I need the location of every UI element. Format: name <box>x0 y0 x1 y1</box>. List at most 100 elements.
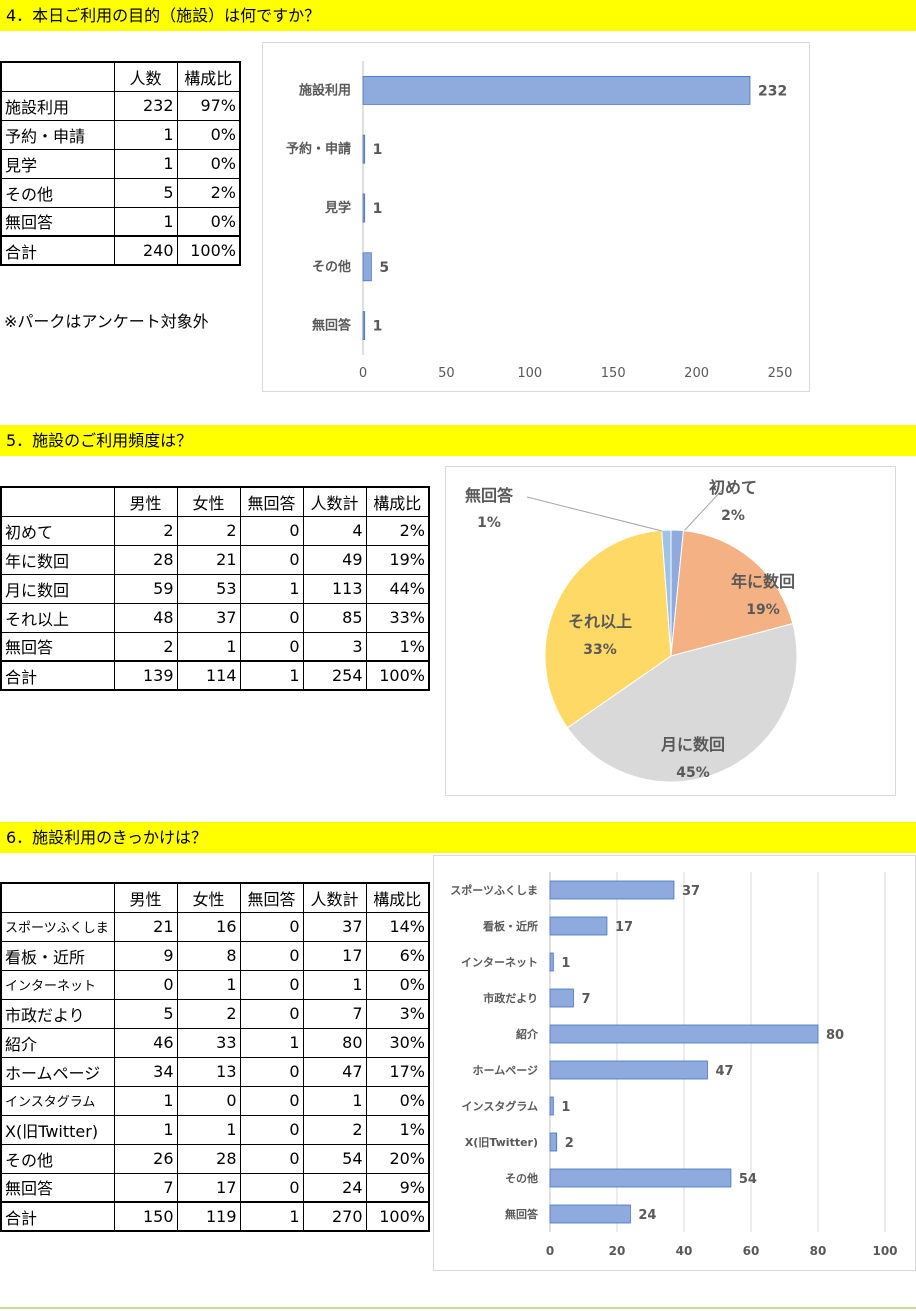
table-row: 月に数回 59 53 1 113 44% <box>0 573 430 604</box>
table-row: 見学 1 0% <box>0 148 241 179</box>
cell-value: 0 <box>113 969 178 1000</box>
cell-value: 20% <box>365 1143 430 1174</box>
cell-value: 1% <box>365 631 430 662</box>
cell-value: 0 <box>239 969 304 1000</box>
category-label: 市政だより <box>483 991 538 1005</box>
column-header: 男性 <box>113 882 178 913</box>
cell-value: 9% <box>365 1172 430 1203</box>
row-label: 合計 <box>0 660 115 691</box>
row-label: 看板・近所 <box>0 940 115 971</box>
cell-value: 97% <box>176 90 241 121</box>
column-header: 構成比 <box>176 61 241 92</box>
bar <box>549 1132 558 1152</box>
tick-label: 80 <box>810 1244 827 1258</box>
column-header: 女性 <box>176 882 241 913</box>
total-row: 合計 139 114 1 254 100% <box>0 660 430 691</box>
cell-value: 1 <box>113 148 178 179</box>
cell-value: 30% <box>365 1027 430 1058</box>
table-row: 看板・近所 9 8 0 17 6% <box>0 940 430 971</box>
pie-slice <box>661 529 672 657</box>
cell-value: 2 <box>176 998 241 1029</box>
cell-value: 2 <box>176 515 241 546</box>
pie-slice <box>670 530 794 657</box>
table-row: 初めて 2 2 0 4 2% <box>0 515 430 546</box>
cell-value: 2 <box>113 515 178 546</box>
cell-value: 1% <box>365 1114 430 1145</box>
cell-value: 1 <box>176 631 241 662</box>
cell-value: 21 <box>176 544 241 575</box>
row-label: X(旧Twitter) <box>0 1114 115 1145</box>
category-label: ホームページ <box>473 1064 538 1077</box>
data-label: 2 <box>565 1136 574 1151</box>
data-label: 24 <box>638 1208 656 1223</box>
data-label: 1 <box>373 142 383 158</box>
cell-value: 1 <box>113 1114 178 1145</box>
survey-note: ※パークはアンケート対象外 <box>4 312 209 331</box>
bar <box>362 76 751 105</box>
data-label: 1 <box>561 1100 570 1115</box>
pie-slice <box>566 623 798 783</box>
cell-value: 17 <box>176 1172 241 1203</box>
section-4-header: 4．本日ご利用の目的（施設）は何ですか？ <box>0 0 916 31</box>
table-row: それ以上 48 37 0 85 33% <box>0 602 430 633</box>
category-label: それ以上 <box>568 612 632 631</box>
cell-value: 119 <box>176 1201 241 1232</box>
cell-value: 47 <box>302 1056 367 1087</box>
cell-value: 0 <box>239 602 304 633</box>
data-label: 232 <box>758 83 787 99</box>
cell-value: 0% <box>365 1085 430 1116</box>
cell-value: 0 <box>239 940 304 971</box>
row-label: 年に数回 <box>0 544 115 575</box>
purpose-table: 人数 構成比 施設利用 232 97% 予約・申請 1 0% 見学 1 0% その他 5 2% 無回答 1 0%… <box>0 61 241 266</box>
cell-value: 232 <box>113 90 178 121</box>
cell-value: 254 <box>302 660 367 691</box>
cell-value: 0 <box>239 544 304 575</box>
row-label: 初めて <box>0 515 115 546</box>
cell-value: 1 <box>113 1085 178 1116</box>
section-5-title: 5．施設のご利用頻度は？ <box>6 431 193 450</box>
cell-value: 270 <box>302 1201 367 1232</box>
cell-value: 100% <box>176 235 241 266</box>
cell-value: 46 <box>113 1027 178 1058</box>
cell-value: 54 <box>302 1143 367 1174</box>
tick-label: 40 <box>676 1244 693 1258</box>
cell-value: 21 <box>113 911 178 942</box>
cell-value: 24 <box>302 1172 367 1203</box>
cell-value: 6% <box>365 940 430 971</box>
cell-value: 1 <box>239 1201 304 1232</box>
trigger-table: 男性 女性 無回答 人数計 構成比 スポーツふくしま 21 16 0 37 14% 看板・近所 9 8 0 1… <box>0 882 430 1232</box>
cell-value: 1 <box>239 1027 304 1058</box>
cell-value: 80 <box>302 1027 367 1058</box>
category-label: 月に数回 <box>660 735 725 754</box>
row-label: 合計 <box>0 235 115 266</box>
column-header: 構成比 <box>365 486 430 517</box>
cell-value: 34 <box>113 1056 178 1087</box>
cell-value: 13 <box>176 1056 241 1087</box>
header-row: 男性 女性 無回答 人数計 構成比 <box>0 486 430 517</box>
data-label: 17 <box>615 920 633 935</box>
section-6-title: 6．施設利用のきっかけは？ <box>6 828 208 847</box>
data-label: 5 <box>379 260 389 276</box>
data-label: 45% <box>676 765 710 781</box>
category-label: 無回答 <box>465 486 514 505</box>
column-header <box>0 61 115 92</box>
cell-value: 2% <box>176 177 241 208</box>
row-label: 施設利用 <box>0 90 115 121</box>
data-label: 37 <box>682 884 700 899</box>
cell-value: 113 <box>302 573 367 604</box>
cell-value: 37 <box>176 602 241 633</box>
cell-value: 53 <box>176 573 241 604</box>
category-label: 予約・申請 <box>286 141 351 157</box>
data-label: 19% <box>746 602 780 618</box>
cell-value: 17 <box>302 940 367 971</box>
cell-value: 0 <box>239 911 304 942</box>
frequency-pie-chart: 初めて 2% 年に数回 19% 月に数回 45% それ以上 33% 無回答 1% <box>465 478 798 783</box>
section-4-title: 4．本日ご利用の目的（施設）は何ですか？ <box>6 6 321 25</box>
data-label: 54 <box>739 1172 757 1187</box>
cell-value: 8 <box>176 940 241 971</box>
row-label: その他 <box>0 1143 115 1174</box>
row-label: 無回答 <box>0 1172 115 1203</box>
table-row: スポーツふくしま 21 16 0 37 14% <box>0 911 430 942</box>
cell-value: 0 <box>239 998 304 1029</box>
category-label: 無回答 <box>505 1207 539 1221</box>
